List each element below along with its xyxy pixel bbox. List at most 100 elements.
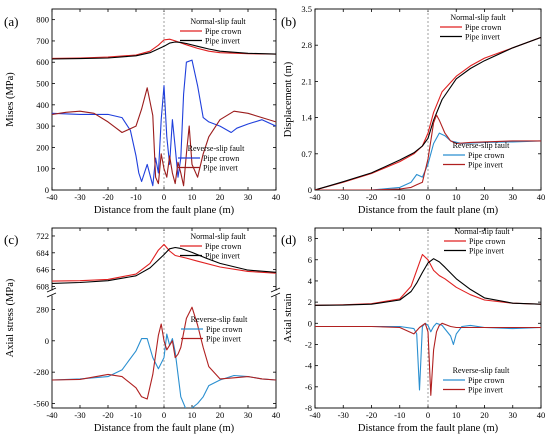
x-tick-label: 40 bbox=[272, 192, 281, 202]
y-tick-label: 280 bbox=[36, 304, 49, 314]
chart-panel: -40 -30 -20 -10 0 10 20 30 40-8-6-4-202468Distan… bbox=[281, 227, 545, 434]
legend-title: Reverse-slip fault bbox=[453, 366, 510, 375]
axis-break-gap bbox=[48, 290, 56, 296]
series-line-normal-crown bbox=[315, 36, 541, 190]
x-tick-label: 0 bbox=[162, 192, 166, 202]
y-tick-label: 700 bbox=[36, 36, 49, 46]
x-tick-label: 30 bbox=[509, 192, 518, 202]
series-line-reverse-invert bbox=[52, 306, 276, 400]
x-tick-label: -40 bbox=[46, 192, 57, 202]
legend-label: Pipe invert bbox=[205, 37, 241, 46]
legend-title: Normal-slip fault bbox=[454, 227, 510, 236]
x-tick-label: -20 bbox=[366, 410, 377, 420]
y-tick-label: 400 bbox=[36, 100, 49, 110]
legend-label: Pipe invert bbox=[468, 161, 504, 170]
legend-label: Pipe invert bbox=[469, 247, 505, 256]
x-tick-label: 30 bbox=[244, 192, 253, 202]
x-tick-label: -40 bbox=[309, 192, 320, 202]
y-tick-label: 6 bbox=[308, 255, 312, 265]
legend-title: Normal-slip fault bbox=[450, 13, 506, 22]
y-tick-label: -4 bbox=[305, 361, 313, 371]
axis-break-mark bbox=[46, 287, 57, 293]
y-tick-label: 200 bbox=[36, 142, 49, 152]
legend-label: Pipe crown bbox=[468, 151, 504, 160]
x-tick-label: 10 bbox=[452, 192, 461, 202]
x-tick-label: 10 bbox=[188, 410, 197, 420]
x-tick-label: 30 bbox=[244, 410, 253, 420]
chart-panel: -40 -30 -20 -10 0 10 20 30 400100200300400500600… bbox=[4, 8, 281, 216]
y-tick-label: 722 bbox=[36, 231, 49, 241]
x-tick-label: 20 bbox=[480, 192, 489, 202]
x-tick-label: -10 bbox=[394, 192, 405, 202]
y-tick-label: 2.8 bbox=[301, 40, 312, 50]
x-tick-label: -30 bbox=[74, 410, 85, 420]
y-tick-label: 0.7 bbox=[301, 149, 312, 159]
y-tick-label: 500 bbox=[36, 79, 49, 89]
panel-label: (d) bbox=[281, 232, 296, 247]
axis-break-mark bbox=[46, 292, 57, 298]
y-tick-label: -560 bbox=[33, 399, 49, 409]
y-tick-label: 100 bbox=[36, 164, 49, 174]
axis-break-mark bbox=[270, 292, 281, 298]
x-tick-label: -40 bbox=[309, 410, 320, 420]
x-tick-label: -30 bbox=[338, 410, 349, 420]
legend-label: Pipe crown bbox=[205, 27, 241, 36]
chart-panel: -40 -30 -20 -10 0 10 20 30 40 608 646 684 722 -560 -28… bbox=[4, 227, 281, 434]
y-tick-label: -6 bbox=[305, 382, 312, 392]
x-tick-label: 10 bbox=[188, 192, 197, 202]
x-tick-label: -10 bbox=[130, 192, 141, 202]
x-tick-label: 40 bbox=[537, 192, 546, 202]
series-line-reverse-crown bbox=[315, 322, 541, 391]
series-line-reverse-invert bbox=[315, 322, 541, 396]
legend-label: Pipe crown bbox=[465, 23, 501, 32]
legend-title: Reverse-slip fault bbox=[453, 141, 510, 150]
y-tick-label: 1.4 bbox=[301, 113, 312, 123]
legend-label: Pipe crown bbox=[203, 154, 239, 163]
y-tick-label: 0 bbox=[308, 185, 312, 195]
y-axis-label: Displacement (m) bbox=[283, 61, 294, 137]
legend-title: Normal-slip fault bbox=[190, 17, 246, 26]
x-tick-label: 0 bbox=[426, 192, 430, 202]
y-tick-label: -2 bbox=[305, 339, 312, 349]
series-line-reverse-crown bbox=[52, 59, 276, 187]
legend-label: Pipe invert bbox=[203, 164, 239, 173]
y-tick-label: 4 bbox=[308, 276, 313, 286]
y-axis-label: Mises (MPa) bbox=[5, 72, 16, 127]
panel-label: (c) bbox=[4, 232, 18, 247]
legend-label: Pipe invert bbox=[468, 386, 504, 395]
x-tick-label: 0 bbox=[426, 410, 430, 420]
y-tick-label: -8 bbox=[305, 403, 312, 413]
series-line-reverse-invert bbox=[315, 114, 541, 190]
series-line-normal-crown bbox=[52, 243, 276, 282]
x-tick-label: 20 bbox=[480, 410, 489, 420]
y-tick-label: 2 bbox=[308, 297, 312, 307]
series-line-normal-invert bbox=[52, 246, 276, 284]
y-tick-label: -280 bbox=[33, 367, 49, 377]
legend-label: Pipe invert bbox=[465, 33, 501, 42]
axis-break-gap bbox=[272, 290, 280, 296]
y-tick-label: 0 bbox=[45, 336, 49, 346]
y-tick-label: 3.5 bbox=[301, 4, 312, 14]
x-tick-label: 20 bbox=[216, 192, 225, 202]
x-axis-label: Distance from the fault plane (m) bbox=[94, 423, 235, 434]
x-axis-label: Distance from the fault plane (m) bbox=[358, 423, 499, 434]
x-axis-label: Distance from the fault plane (m) bbox=[94, 205, 235, 216]
x-tick-label: 10 bbox=[452, 410, 461, 420]
series-line-reverse-crown bbox=[315, 132, 541, 190]
axis-break-mark bbox=[270, 287, 281, 293]
x-tick-label: -20 bbox=[102, 410, 113, 420]
panel-label: (a) bbox=[4, 14, 18, 29]
y-tick-label: 800 bbox=[36, 15, 49, 25]
x-tick-label: 0 bbox=[162, 410, 166, 420]
x-tick-label: -30 bbox=[338, 192, 349, 202]
y-tick-label: 684 bbox=[36, 248, 50, 258]
x-tick-label: -10 bbox=[394, 410, 405, 420]
legend-label: Pipe crown bbox=[469, 237, 505, 246]
y-tick-label: 646 bbox=[36, 265, 49, 275]
panel-label: (b) bbox=[281, 14, 296, 29]
